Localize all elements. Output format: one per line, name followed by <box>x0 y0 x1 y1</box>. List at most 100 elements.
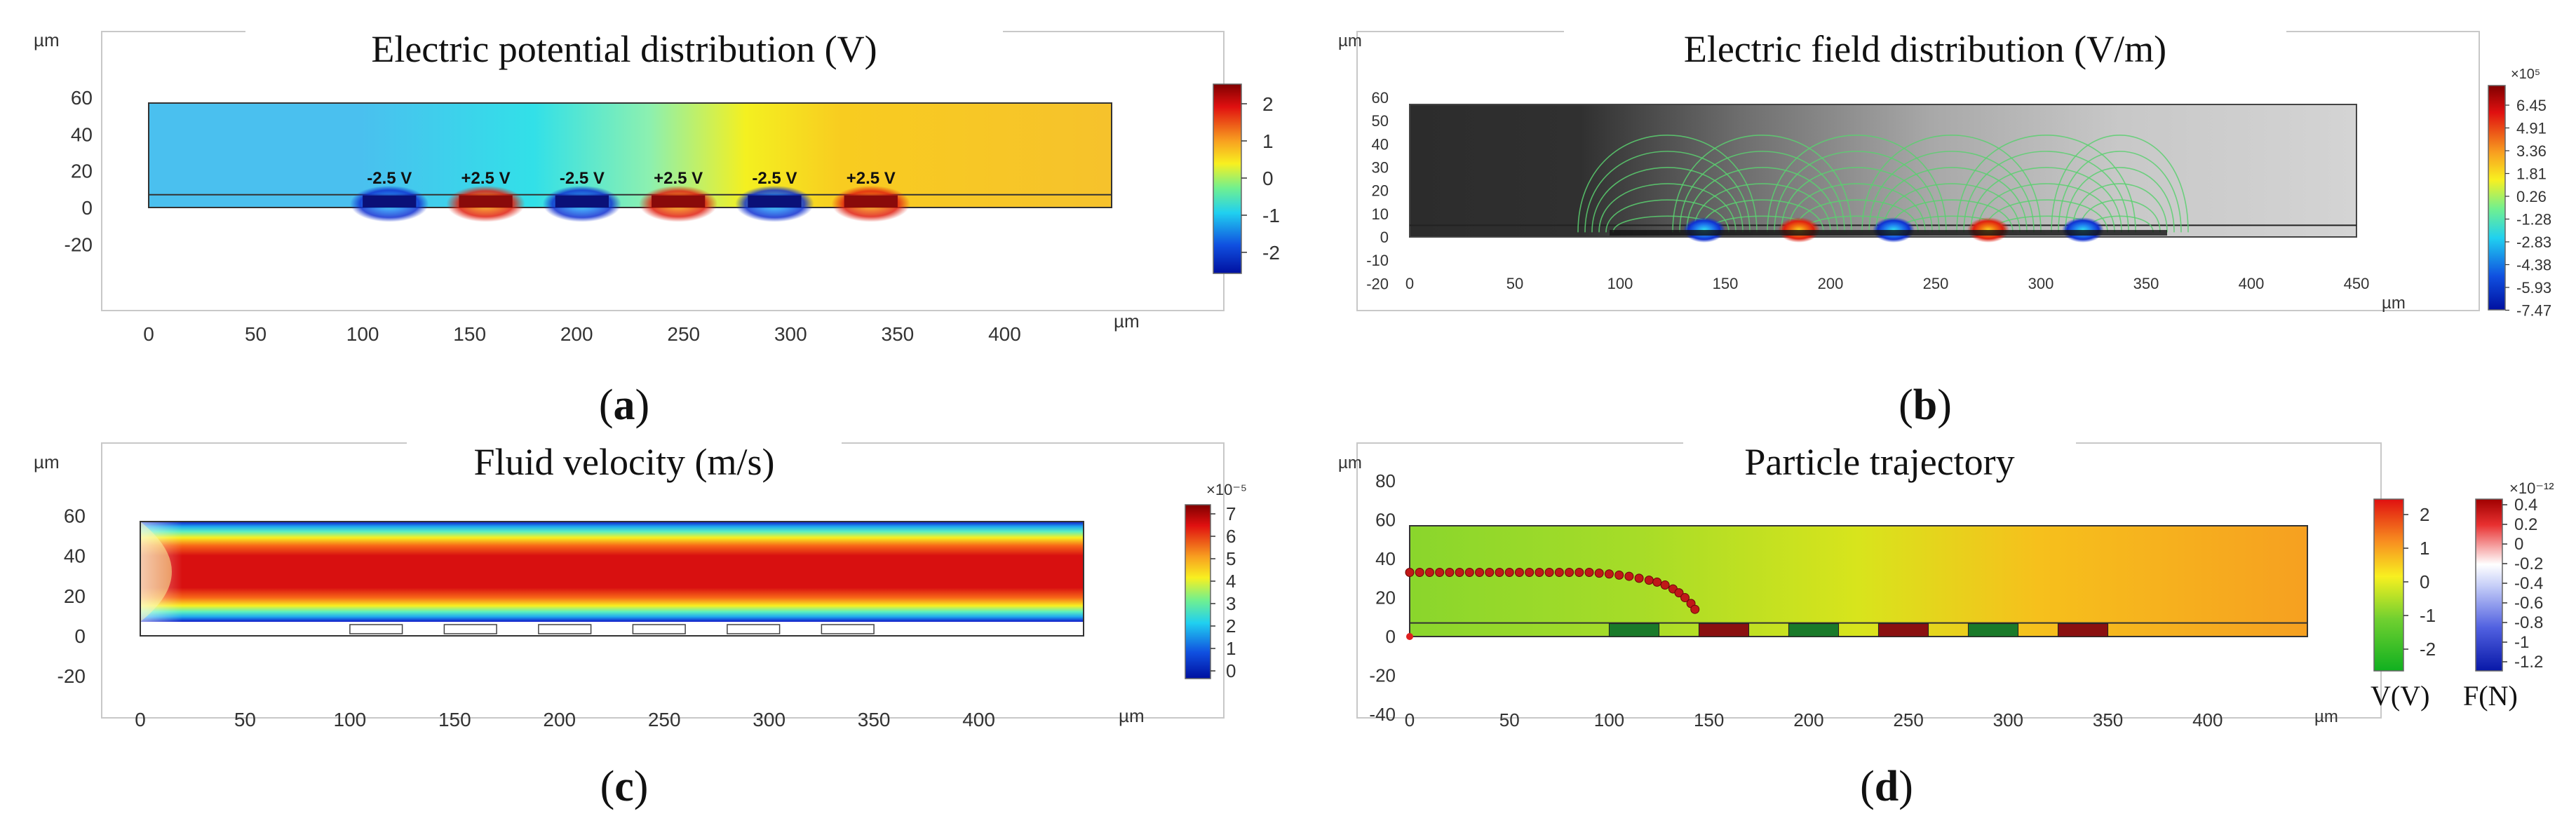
y-tick-label: 40 <box>71 123 93 145</box>
panel-d: Particle trajectory µm µm 0 50 100 150 200 25… <box>1338 431 2554 810</box>
electrode-strip <box>1610 230 2167 236</box>
x-tick-label: 50 <box>1506 275 1523 292</box>
y-unit-label: µm <box>1338 32 1362 50</box>
colorbar-gradient <box>1213 83 1242 274</box>
field-line <box>1781 167 1933 233</box>
colorbar-tick-label: -1.28 <box>2516 211 2551 229</box>
trajectory-point <box>1624 571 1634 581</box>
x-tick-label: 200 <box>560 323 593 345</box>
electrode <box>349 624 403 634</box>
colorbar-tick-label: 5 <box>1226 548 1236 569</box>
colorbar-gradient <box>2373 498 2404 672</box>
panel-title: Electric field distribution (V/m) <box>1684 28 2166 70</box>
field-line <box>1598 183 1737 233</box>
trajectory-point <box>1485 568 1495 578</box>
colorbar-exponent: ×10⁵ <box>2511 67 2540 82</box>
trajectory-point <box>1680 593 1690 603</box>
panel-title: Fluid velocity (m/s) <box>474 441 775 483</box>
field-line <box>1605 199 1729 233</box>
x-unit-label: µm <box>1114 311 1140 332</box>
y-tick-label: 40 <box>1372 135 1389 153</box>
colorbar-tick-label: 3.36 <box>2516 142 2547 160</box>
x-tick-label: 150 <box>453 323 486 345</box>
field-line <box>2051 134 2189 233</box>
colorbar-tick-label: 3 <box>1226 593 1236 614</box>
trajectory-point <box>1565 568 1574 578</box>
trajectory-point <box>1644 576 1654 585</box>
colorbar-tick-label: 1.81 <box>2516 165 2547 183</box>
y-tick-label: 20 <box>64 585 86 607</box>
axis-ticks: 0 50 100 150 200 250 300 350 400 4506050403020100… <box>1366 89 2369 292</box>
field-line <box>1875 167 2028 233</box>
y-tick-label: 0 <box>74 625 86 647</box>
field-line <box>1861 135 2042 233</box>
trajectory-point <box>1535 568 1544 578</box>
colorbar-tick-label: 2 <box>1262 93 1274 115</box>
x-tick-label: 250 <box>648 709 681 730</box>
electrode <box>538 624 592 634</box>
trajectory-point <box>1445 568 1455 578</box>
trajectory-point <box>1584 568 1594 578</box>
x-unit-label: µm <box>2382 294 2406 313</box>
channel-region <box>1409 525 2308 637</box>
colorbar-tick-label: 1 <box>1262 130 1274 152</box>
y-tick-label: 0 <box>1386 626 1396 647</box>
field-line <box>1956 135 2136 233</box>
plot-area: -2.5 V +2.5 V -2.5 V +2.5 V -2.5 V +2.5 V <box>148 102 1112 222</box>
trajectory-point <box>1652 577 1662 587</box>
electrode-label: -2.5 V <box>752 169 797 188</box>
x-tick-label: 250 <box>1893 709 1923 730</box>
electrode <box>748 195 802 208</box>
y-tick-label: 60 <box>71 87 93 109</box>
title-backdrop <box>1683 431 2076 465</box>
colorbar-tick-label: -1.2 <box>2514 653 2543 672</box>
colorbar-tick-label: 6 <box>1226 526 1236 547</box>
y-tick-label: -20 <box>1369 665 1396 686</box>
trajectory-point <box>1660 580 1670 590</box>
field-line <box>1774 151 1940 233</box>
x-tick-label: 350 <box>2133 275 2159 292</box>
colorbar-exponent: ×10⁻⁵ <box>1206 481 1247 498</box>
field-line <box>1977 183 2115 233</box>
x-tick-label: 100 <box>334 709 367 730</box>
plot-area <box>1405 525 2308 640</box>
electrode <box>1967 623 2019 637</box>
colorbar-tick-label: 0 <box>1262 168 1274 189</box>
colorbar-gradient <box>2488 85 2506 311</box>
panel-a: Electric potential distribution (V) µm µ… <box>34 18 1280 429</box>
x-tick-label: 400 <box>988 323 1021 345</box>
colorbar-tick-label: -2.83 <box>2516 233 2551 251</box>
colorbar-tick-label: 7 <box>1226 503 1236 524</box>
y-tick-label: -20 <box>58 665 86 687</box>
electrode-label: -2.5 V <box>560 169 605 188</box>
colorbar-tick-label: -0.6 <box>2514 594 2543 613</box>
field-line <box>1686 167 1838 233</box>
colorbar-gradient <box>2475 498 2503 672</box>
field-line <box>1693 183 1831 233</box>
trajectory-point <box>1604 569 1614 579</box>
field-line <box>1679 151 1845 233</box>
y-tick-label: -20 <box>1366 275 1389 292</box>
colorbar-tick-label: 2 <box>2420 504 2429 525</box>
electrode <box>1698 623 1750 637</box>
trajectory-point <box>1424 568 1434 578</box>
y-tick-label: 60 <box>1372 89 1389 107</box>
x-tick-label: 200 <box>543 709 576 730</box>
field-line <box>2072 183 2168 233</box>
trajectory-point <box>1455 568 1464 578</box>
panel-caption: (a) <box>599 381 649 429</box>
field-line <box>1577 135 1758 233</box>
field-line <box>1970 167 2122 233</box>
x-tick-label: 50 <box>1499 709 1520 730</box>
electrode <box>1788 623 1840 637</box>
x-tick-label: 50 <box>234 709 256 730</box>
electrode <box>652 195 706 208</box>
electrode <box>1877 623 1929 637</box>
colorbar-tick-label: -1 <box>2420 605 2436 626</box>
colorbar-tick-label: 0.2 <box>2514 515 2537 534</box>
x-tick-label: 100 <box>1594 709 1624 730</box>
colorbar-potential: V(V) 2 1 0 -1 -2 <box>2371 498 2436 712</box>
